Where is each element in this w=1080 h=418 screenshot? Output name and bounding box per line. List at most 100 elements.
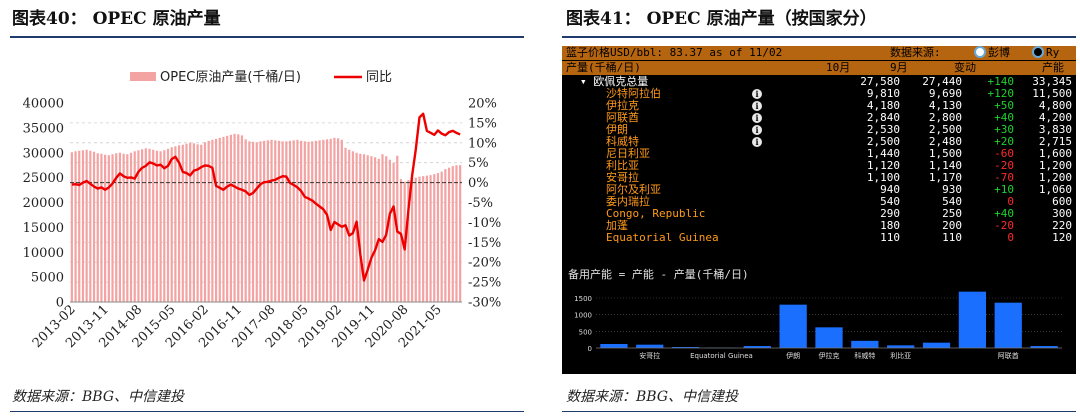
- spare-capacity-bar: [887, 345, 915, 348]
- production-bar: [359, 153, 362, 302]
- production-bar: [233, 133, 236, 302]
- production-bar: [126, 154, 129, 302]
- production-bar: [222, 136, 225, 302]
- production-bar: [410, 178, 414, 302]
- country-row[interactable]: 阿尔及利亚 940 930 +10 1,060: [562, 184, 1076, 196]
- production-bar: [244, 139, 247, 302]
- left-axis-tick: 35000: [23, 121, 64, 136]
- production-bar: [433, 174, 436, 302]
- production-bar: [100, 153, 103, 302]
- production-bar: [407, 180, 410, 302]
- country-row[interactable]: 沙特阿拉伯 9,810 9,690 +120 11,500 i: [562, 88, 1076, 100]
- production-change: +120: [987, 87, 1015, 100]
- sep-production: 540: [942, 195, 962, 208]
- oct-production: 1,440: [866, 147, 900, 160]
- legend-line-label: 同比: [366, 70, 392, 85]
- capacity: 120: [1052, 231, 1072, 244]
- country-name: 委内瑞拉: [606, 195, 650, 208]
- country-row[interactable]: 安哥拉 1,100 1,170 -70 1,200: [562, 172, 1076, 184]
- left-figure-title: 图表40： OPEC 原油产量: [12, 9, 221, 29]
- production-change: -20: [994, 159, 1014, 172]
- country-name: Equatorial Guinea: [606, 231, 719, 244]
- country-row[interactable]: Congo, Republic 290 250 +40 300: [562, 208, 1076, 220]
- oct-production: 180: [880, 219, 900, 232]
- capacity: 300: [1052, 207, 1072, 220]
- production-bar: [455, 165, 458, 302]
- production-bar: [207, 140, 210, 302]
- col-name: 产量(千桶/日): [566, 61, 641, 74]
- left-axis-tick: 10000: [23, 246, 64, 261]
- info-icon-glyph: i: [752, 101, 762, 111]
- production-bar: [333, 137, 336, 302]
- production-bar: [92, 151, 96, 302]
- country-name: 阿联酋: [606, 111, 639, 124]
- legend-bar-label: OPEC原油产量(千桶/日): [160, 70, 301, 85]
- production-bar: [189, 142, 192, 302]
- country-row[interactable]: 尼日利亚 1,440 1,500 -60 1,600: [562, 148, 1076, 160]
- production-bar: [296, 139, 299, 302]
- production-bar: [174, 146, 177, 302]
- production-bar: [229, 134, 232, 302]
- spare-x-label: 安哥拉: [639, 351, 660, 360]
- production-bar: [307, 141, 310, 302]
- production-bar: [152, 149, 155, 302]
- source-value[interactable]: 彭博: [988, 46, 1010, 59]
- source-label: 数据来源:: [890, 46, 941, 59]
- right-axis-tick: 20%: [468, 97, 497, 112]
- country-row[interactable]: 阿联酋 2,840 2,800 +40 4,200 i: [562, 112, 1076, 124]
- production-bar: [115, 153, 118, 302]
- production-bar: [392, 162, 395, 302]
- info-icon-glyph: i: [752, 89, 762, 99]
- production-bar: [329, 138, 332, 302]
- left-axis-tick: 15000: [23, 221, 64, 236]
- country-name: ▾ 欧佩克总量: [580, 75, 649, 88]
- production-bar: [170, 147, 173, 302]
- sep-production: 2,800: [928, 111, 962, 124]
- right-axis-tick: -30%: [468, 296, 501, 311]
- production-bar: [377, 158, 380, 302]
- production-change: +50: [994, 99, 1014, 112]
- left-axis-tick: 20000: [23, 196, 64, 211]
- production-bar: [218, 137, 221, 302]
- left-source: 数据来源：BBG、中信建投: [12, 389, 185, 405]
- country-row[interactable]: 委内瑞拉 540 540 0 600: [562, 196, 1076, 208]
- production-change: +40: [994, 207, 1014, 220]
- left-axis-tick: 25000: [23, 171, 64, 186]
- production-bar: [107, 155, 110, 302]
- production-bar: [255, 142, 258, 302]
- info-icon-glyph: i: [752, 125, 762, 135]
- production-bar: [318, 140, 321, 302]
- production-bar: [129, 152, 133, 302]
- production-bar: [362, 154, 366, 302]
- country-row[interactable]: 利比亚 1,120 1,140 -20 1,200: [562, 160, 1076, 172]
- country-row[interactable]: 伊朗 2,530 2,500 +30 3,830 i: [562, 124, 1076, 136]
- production-bar: [163, 150, 166, 302]
- country-row[interactable]: 伊拉克 4,180 4,130 +50 4,800 i: [562, 100, 1076, 112]
- country-row[interactable]: 加蓬 180 200 -20 220: [562, 220, 1076, 232]
- production-bar: [240, 135, 244, 302]
- production-bar: [155, 150, 159, 302]
- production-bar: [288, 140, 292, 302]
- country-row[interactable]: 科威特 2,500 2,480 +20 2,715 i: [562, 136, 1076, 148]
- capacity: 4,800: [1038, 99, 1072, 112]
- spare-capacity-chart: 备用产能 = 产能 - 产量(千桶/日) 0 500 1000 1500 安哥拉 Equat…: [568, 268, 1062, 360]
- production-bar: [74, 151, 77, 302]
- sep-production: 930: [942, 183, 962, 196]
- radio-selected-icon: [974, 46, 986, 58]
- production-change: -70: [994, 171, 1014, 184]
- production-bar: [451, 166, 454, 302]
- production-bar: [381, 154, 384, 302]
- capacity: 1,200: [1038, 159, 1072, 172]
- oct-production: 4,180: [866, 99, 900, 112]
- source-extra[interactable]: Ry: [1046, 46, 1060, 59]
- oct-production: 2,500: [866, 135, 900, 148]
- capacity: 4,200: [1038, 111, 1072, 124]
- right-axis-tick: 15%: [468, 116, 497, 131]
- production-bar: [459, 165, 462, 302]
- spare-capacity-bar: [994, 302, 1022, 348]
- sep-production: 1,500: [928, 147, 962, 160]
- country-row[interactable]: ▾ 欧佩克总量 27,580 27,440 +140 33,345: [562, 76, 1076, 88]
- sep-production: 4,130: [928, 99, 962, 112]
- production-bar: [351, 151, 355, 302]
